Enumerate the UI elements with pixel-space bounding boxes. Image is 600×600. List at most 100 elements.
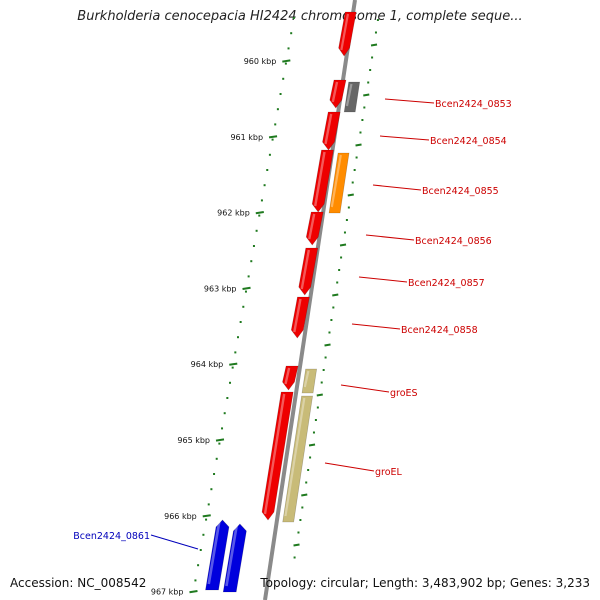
ruler-dot (244, 290, 247, 293)
tan-feature-block[interactable] (301, 368, 317, 394)
tan-feature-block[interactable] (282, 395, 313, 523)
gc-dash (363, 93, 370, 97)
ruler-dot (234, 351, 237, 354)
ruler-dot (258, 214, 261, 217)
ruler-dot (205, 518, 208, 521)
ruler-tick (255, 211, 264, 215)
ruler-dot (221, 427, 224, 430)
ruler-dot (239, 321, 242, 323)
gc-dash (316, 393, 323, 397)
gc-dot (305, 481, 308, 484)
ruler-dot (218, 442, 221, 445)
ruler-dot (202, 533, 205, 536)
forward-gene-block[interactable] (338, 11, 357, 57)
gc-dot (322, 369, 325, 371)
reverse-gene-block-highlight (207, 521, 221, 585)
ruler-tick-label: 961 kbp (230, 133, 263, 142)
tan-feature-block-highlight (303, 370, 310, 388)
reverse-gene-block[interactable] (222, 523, 247, 593)
gc-dot (312, 431, 315, 434)
ruler-dot (274, 123, 277, 126)
gray-feature-block[interactable] (343, 81, 361, 113)
gc-dot (301, 506, 304, 509)
ruler-tick (229, 362, 238, 366)
ruler-dot (207, 503, 210, 506)
tan-feature-block-highlight (284, 397, 306, 517)
gc-dot (330, 319, 333, 321)
ruler-ticks: 960 kbp 961 kbp 962 kbp 963 kbp 964 kbp 965 k… (151, 57, 291, 597)
gene-label[interactable]: Bcen2424_0853 (435, 99, 512, 110)
forward-gene-block[interactable] (290, 296, 310, 339)
ruler-tick (282, 59, 291, 63)
gene-label[interactable]: Bcen2424_0854 (430, 136, 507, 147)
ruler-dot (250, 260, 253, 263)
gc-dot (376, 19, 379, 21)
gc-dot (371, 56, 374, 59)
gc-dot (353, 169, 356, 171)
gc-dash (324, 343, 331, 347)
reverse-gene-block[interactable] (205, 519, 230, 591)
gc-dot (359, 131, 362, 134)
ruler-dot (279, 93, 282, 95)
forward-gene-block[interactable] (298, 247, 319, 296)
ruler-tick (215, 438, 225, 442)
forward-gene-block-highlight (293, 298, 302, 333)
ruler-dot (255, 229, 258, 232)
gene-label[interactable]: groEL (375, 467, 403, 478)
gene-label[interactable]: groES (390, 388, 418, 399)
gc-dot (309, 456, 312, 459)
gc-dot (307, 469, 310, 471)
ruler-dot (210, 488, 213, 491)
gc-dash (370, 43, 378, 47)
gene-leader-line (384, 98, 435, 104)
gc-dot (363, 106, 366, 109)
gc-dot (367, 81, 370, 84)
ruler-dot (199, 549, 202, 551)
ruler-dot (231, 366, 234, 369)
groEL-block[interactable] (261, 391, 294, 521)
ruler-dot (247, 275, 250, 278)
gc-dot (328, 331, 331, 334)
ruler-dot (287, 47, 290, 50)
gene-label[interactable]: Bcen2424_0855 (422, 186, 499, 197)
forward-gene-block-highlight (324, 113, 333, 145)
ruler-dot (260, 199, 263, 202)
gc-dash (308, 443, 316, 447)
forward-gene-block[interactable] (305, 211, 324, 246)
gene-leader-line (351, 323, 401, 330)
groEL-block-highlight (263, 393, 286, 515)
gene-label[interactable]: Bcen2424_0858 (401, 325, 478, 336)
forward-gene-block[interactable] (322, 111, 341, 151)
gc-dot (369, 69, 372, 71)
forward-gene-block[interactable] (311, 149, 334, 213)
gene-label[interactable]: Bcen2424_0861 (73, 531, 150, 542)
orange-feature-block[interactable] (328, 152, 350, 214)
ruler-dot (236, 336, 239, 339)
ruler-dot (292, 17, 295, 19)
ruler-tick (242, 286, 251, 290)
gc-dot (316, 406, 319, 409)
gc-dot (355, 156, 358, 159)
gray-feature-block-highlight (345, 83, 353, 107)
gc-dash (332, 293, 339, 297)
ruler-tick (202, 514, 211, 518)
ruler-tick-label: 964 kbp (191, 360, 224, 369)
gene-label[interactable]: Bcen2424_0856 (415, 236, 492, 247)
gc-dot (320, 381, 323, 384)
gene-leader-line (379, 135, 430, 141)
ruler-dots (194, 17, 295, 582)
forward-gene-block-highlight (331, 81, 339, 103)
forward-gene-block[interactable] (329, 79, 347, 109)
gc-dot (314, 419, 317, 421)
accession-text: Accession: NC_008542 (10, 576, 147, 590)
gc-track (293, 19, 379, 559)
ruler-dot (268, 153, 271, 156)
ruler-dot (215, 457, 218, 460)
gc-dot (336, 281, 339, 284)
groES-block[interactable] (282, 365, 299, 391)
ruler-tick-label: 960 kbp (244, 57, 277, 66)
gc-dot (340, 256, 343, 259)
ruler-dot (229, 381, 232, 384)
gene-label[interactable]: Bcen2424_0857 (408, 278, 485, 289)
